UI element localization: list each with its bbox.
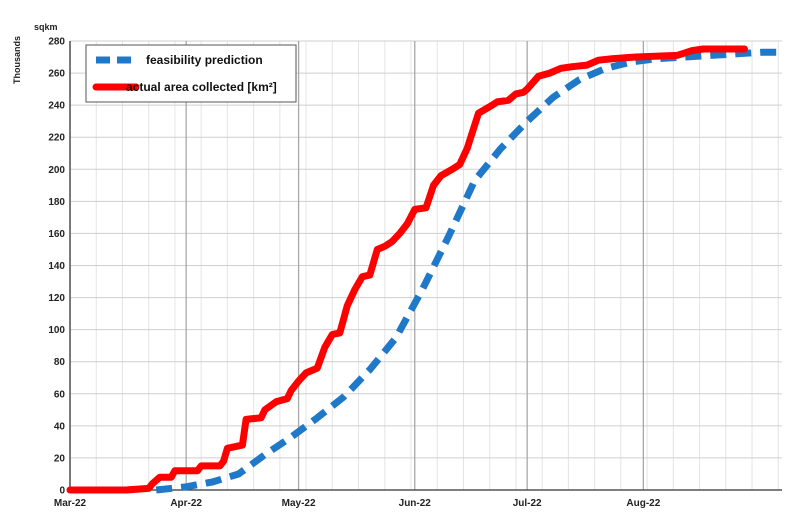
legend-label-feasibility-prediction: feasibility prediction [146, 53, 263, 67]
y-tick-label: 120 [48, 293, 65, 304]
y-tick-label: 220 [48, 133, 65, 144]
legend: feasibility prediction actual area colle… [85, 44, 297, 103]
y-tick-label: 160 [48, 229, 65, 240]
legend-box [85, 44, 297, 103]
x-tick-label: Jul-22 [513, 498, 542, 509]
x-tick-label: May-22 [282, 498, 316, 509]
y-tick-label: 80 [54, 357, 66, 368]
y-tick-label: 60 [54, 389, 66, 400]
y-tick-label: 200 [48, 165, 65, 176]
y-tick-label: 180 [48, 197, 65, 208]
series [66, 45, 782, 494]
tick-labels: 0 20 40 60 80 100 120 140 160 180 200 220 240 260 280 M… [48, 37, 660, 510]
y-tick-label: 40 [54, 421, 66, 432]
x-tick-label: Aug-22 [626, 498, 660, 509]
x-tick-label: Jun-22 [399, 498, 432, 509]
series-line-actual-area [66, 45, 748, 494]
grid [69, 40, 782, 491]
y-tick-label: 20 [54, 453, 66, 464]
legend-label-actual-area: actual area collected [km²] [126, 80, 277, 94]
y-tick-label: 0 [59, 486, 65, 497]
x-tick-label: Mar-22 [54, 498, 87, 509]
y-tick-label: 100 [48, 325, 65, 336]
y-tick-label: 280 [48, 37, 65, 48]
y-tick-label: 240 [48, 101, 65, 112]
x-tick-label: Apr-22 [170, 498, 202, 509]
y-axis-label: Thousands [12, 36, 22, 84]
y-tick-label: 260 [48, 69, 65, 80]
y-tick-label: 140 [48, 261, 65, 272]
y-unit-label: sqkm [34, 22, 58, 32]
